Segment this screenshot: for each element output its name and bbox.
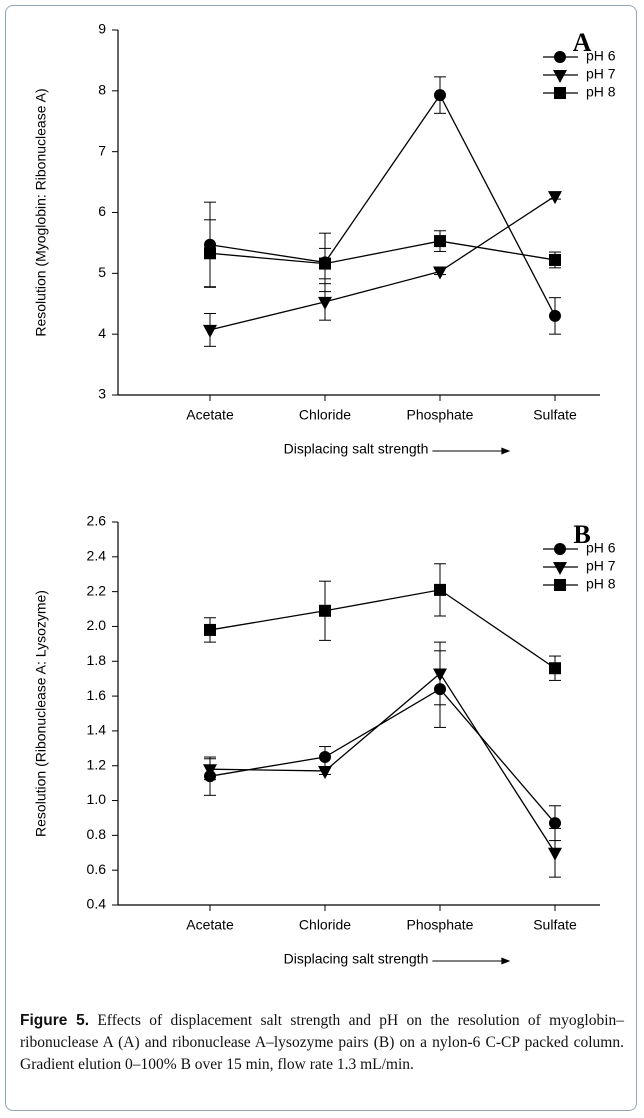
x-tick-label: Phosphate — [407, 407, 474, 423]
panel-label: B — [573, 520, 590, 549]
y-tick-label: 0.8 — [87, 826, 107, 842]
marker — [554, 87, 566, 99]
y-tick-label: 1.0 — [87, 791, 107, 807]
y-tick-label: 2.0 — [87, 617, 107, 633]
y-axis-label: Resolution (Myoglobin: Ribonuclease A) — [33, 88, 49, 336]
legend-label: pH 6 — [586, 48, 616, 64]
panel-label: A — [573, 28, 592, 57]
marker — [204, 247, 216, 260]
y-tick-label: 0.6 — [87, 861, 107, 877]
y-tick-label: 0.4 — [87, 896, 107, 912]
legend-label: pH 7 — [586, 558, 616, 574]
legend-label: pH 8 — [586, 576, 616, 592]
y-tick-label: 7 — [98, 142, 106, 158]
marker — [554, 543, 566, 555]
marker — [554, 579, 566, 591]
legend-label: pH 7 — [586, 66, 616, 82]
x-tick-label: Chloride — [299, 407, 351, 423]
marker — [433, 668, 447, 682]
y-tick-label: 1.6 — [87, 687, 107, 703]
marker — [549, 817, 561, 830]
marker — [318, 296, 332, 310]
y-tick-label: 1.4 — [87, 722, 107, 738]
marker — [203, 324, 217, 338]
y-tick-label: 3 — [98, 386, 106, 402]
arrow-head — [501, 957, 511, 965]
series-line — [209, 672, 556, 854]
y-tick-label: 1.8 — [87, 652, 107, 668]
marker — [204, 623, 216, 636]
y-tick-label: 1.2 — [87, 756, 107, 772]
caption-text: Effects of displacement salt strength an… — [20, 1012, 625, 1073]
marker — [548, 191, 562, 205]
marker — [549, 309, 561, 322]
y-tick-label: 9 — [98, 21, 106, 37]
marker — [549, 662, 561, 675]
x-axis-label: Displacing salt strength — [284, 951, 429, 967]
series-line — [209, 688, 556, 824]
x-tick-label: Chloride — [299, 917, 351, 933]
y-tick-label: 4 — [98, 325, 106, 341]
y-tick-label: 2.6 — [87, 513, 107, 529]
caption: Figure 5. Effects of displacement salt s… — [20, 1010, 624, 1076]
figure-frame — [5, 5, 637, 1111]
marker — [553, 562, 567, 575]
y-tick-label: 2.2 — [87, 582, 107, 598]
marker — [553, 70, 567, 83]
y-tick-label: 6 — [98, 203, 106, 219]
x-tick-label: Acetate — [186, 407, 234, 423]
y-tick-label: 8 — [98, 82, 106, 98]
x-tick-label: Phosphate — [407, 917, 474, 933]
x-tick-label: Sulfate — [533, 917, 577, 933]
series-line — [209, 93, 556, 317]
legend-label: pH 6 — [586, 540, 616, 556]
arrow-head — [501, 447, 511, 455]
y-tick-label: 5 — [98, 264, 106, 280]
marker — [434, 235, 446, 248]
x-tick-label: Sulfate — [533, 407, 577, 423]
y-axis-label: Resolution (Ribonuclease A: Lysozyme) — [33, 590, 49, 837]
marker — [319, 751, 331, 764]
series-line — [209, 240, 556, 265]
marker — [319, 604, 331, 617]
marker — [549, 253, 561, 266]
caption-label: Figure 5. — [20, 1012, 90, 1029]
x-axis-label: Displacing salt strength — [284, 441, 429, 457]
marker — [318, 765, 332, 779]
marker — [434, 583, 446, 596]
marker — [548, 847, 562, 861]
y-tick-label: 2.4 — [87, 548, 107, 564]
marker — [319, 257, 331, 270]
marker — [203, 764, 217, 778]
legend-label: pH 8 — [586, 84, 616, 100]
x-tick-label: Acetate — [186, 917, 234, 933]
series-line — [209, 589, 556, 669]
charts: 3 4 5 6 7 8 9 Acetate Chloride Phosphate Sulfate Di… — [33, 21, 616, 967]
series-line — [209, 195, 556, 331]
marker — [434, 89, 446, 102]
marker — [433, 266, 447, 280]
marker — [554, 51, 566, 63]
